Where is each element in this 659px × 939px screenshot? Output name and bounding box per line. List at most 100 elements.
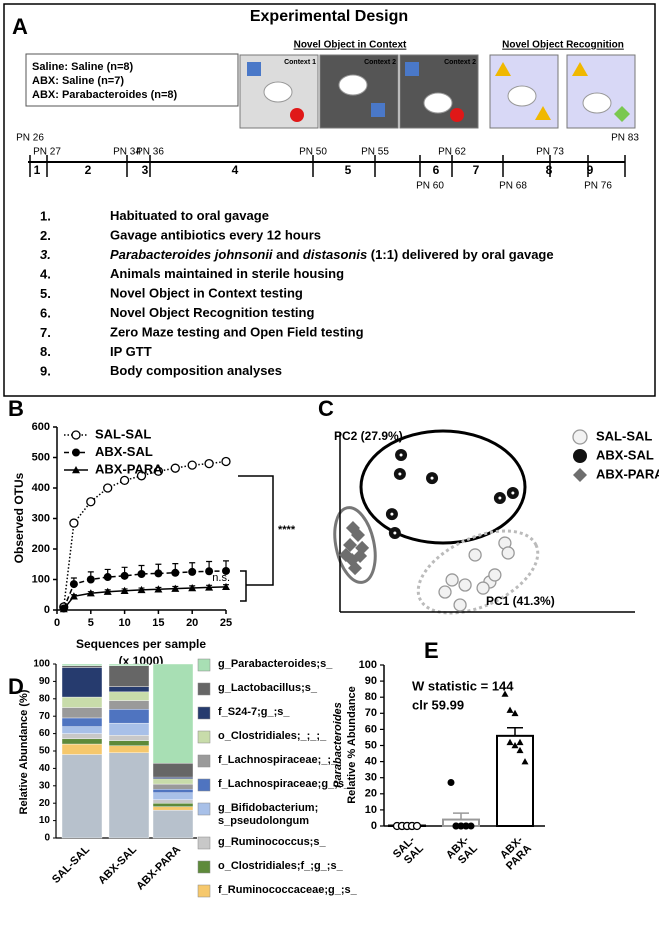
marker: [187, 460, 197, 470]
legend-swatch: [197, 730, 211, 744]
marker: [506, 706, 514, 713]
y-tick-label: 60: [365, 723, 377, 735]
panel-letter: B: [8, 396, 24, 421]
marker: [521, 758, 529, 765]
legend-label: ABX-PARA: [596, 466, 659, 481]
y-axis-label: PC2 (27.9%): [334, 429, 403, 443]
panel-letter: A: [12, 14, 28, 39]
y-tick-label: 600: [32, 421, 50, 433]
bar-segment: [61, 696, 103, 708]
step-text-part: Habituated to oral gavage: [110, 208, 269, 223]
x-tick-label: 15: [152, 617, 164, 629]
marker: [86, 589, 95, 597]
marker: [447, 779, 455, 787]
legend-swatch: [197, 706, 211, 720]
marker: [222, 582, 230, 591]
bar-segment: [152, 799, 194, 804]
group-label: ABX: Saline (n=7): [32, 75, 124, 87]
groups-box: [25, 53, 239, 107]
bar-segment: [61, 733, 103, 740]
y-tick-label: 0: [44, 833, 50, 844]
legend-swatch: [197, 658, 211, 672]
phase-number: 3: [142, 163, 149, 177]
step-text-part: Novel Object Recognition testing: [110, 305, 314, 320]
marker: [348, 561, 363, 576]
y-axis-label: Relative % Abundance: [346, 686, 358, 804]
marker: [153, 466, 164, 476]
bracket: [240, 570, 247, 602]
y-tick-label: 70: [39, 711, 51, 722]
day-label: PN 27: [33, 147, 61, 158]
marker: [204, 458, 214, 469]
phase-number: 6: [433, 163, 440, 177]
marker-highlight: [511, 491, 515, 495]
step-text-part: Body composition analyses: [110, 364, 282, 379]
bar-segment: [61, 665, 103, 668]
marker: [103, 573, 112, 582]
annotation: n.s.: [212, 572, 230, 584]
group-label: Saline: Saline (n=8): [32, 61, 134, 73]
bar-segment: [152, 776, 194, 780]
legend-label: o_Clostridiales;_;_;_: [218, 730, 327, 742]
step-number: 3.: [40, 247, 51, 262]
x-tick-label: 10: [118, 617, 130, 629]
bar-segment: [108, 686, 150, 693]
step-text-part: (1:1) delivered by oral gavage: [367, 247, 553, 262]
marker: [69, 592, 78, 600]
legend-label: SAL-SAL: [95, 426, 151, 441]
marker-highlight: [430, 476, 434, 480]
marker: [467, 822, 475, 830]
bar-segment: [108, 700, 150, 710]
marker: [221, 456, 231, 467]
marker: [511, 742, 519, 749]
group-label: ABX: Parabacteroides (n=8): [32, 89, 178, 101]
marker: [222, 566, 230, 575]
x-tick-label: 5: [88, 617, 94, 629]
marker: [119, 475, 130, 486]
day-label: PN 62: [438, 147, 466, 158]
bar-segment: [61, 707, 103, 719]
bracket: [238, 475, 274, 586]
y-tick-label: 100: [359, 659, 377, 671]
bar-segment: [152, 663, 194, 764]
legend-label: ABX-SAL: [95, 444, 153, 459]
section-heading: Novel Object Recognition: [502, 40, 624, 51]
bar-segment: [61, 738, 103, 745]
object-circle: [290, 108, 304, 122]
y-axis-label: Parabacteroides: [332, 702, 344, 788]
step-text-part: Zero Maze testing and Open Field testing: [110, 325, 364, 340]
bar-segment: [108, 665, 150, 687]
marker: [171, 584, 180, 592]
marker: [86, 497, 96, 507]
legend-label: g_Lactobacillus;s_: [218, 682, 318, 694]
bar-segment: [152, 809, 194, 839]
mouse: [423, 92, 453, 114]
step-text-part: Animals maintained in sterile housing: [110, 267, 344, 282]
step-text: Novel Object Recognition testing: [110, 305, 314, 320]
context-images: [239, 54, 636, 129]
bar-segment: [152, 806, 194, 811]
marker: [353, 549, 368, 564]
bar-segment: [108, 752, 150, 839]
annotation: ****: [278, 524, 296, 536]
annotation: clr 59.99: [412, 697, 464, 712]
marker: [511, 709, 519, 717]
series-line: [63, 460, 227, 608]
marker: [188, 567, 197, 576]
phase-number: 7: [473, 163, 480, 177]
step-text-part: Gavage antibiotics every 12 hours: [110, 228, 321, 243]
marker: [573, 468, 587, 482]
x-axis-label: Sequences per sample: [76, 637, 206, 651]
marker: [412, 821, 422, 831]
error-bar: [453, 812, 469, 820]
y-tick-label: 70: [365, 707, 377, 719]
phase-number: 1: [34, 163, 41, 177]
day-label: PN 50: [299, 147, 327, 158]
marker: [462, 822, 470, 830]
step-number: 2.: [40, 228, 51, 243]
bar-segment: [61, 754, 103, 839]
y-tick-label: 10: [39, 815, 51, 826]
legend-label: o_Clostridiales;f_;g_;s_: [218, 860, 343, 872]
cluster-ellipse: [416, 529, 540, 615]
object-triangle: [495, 62, 511, 76]
